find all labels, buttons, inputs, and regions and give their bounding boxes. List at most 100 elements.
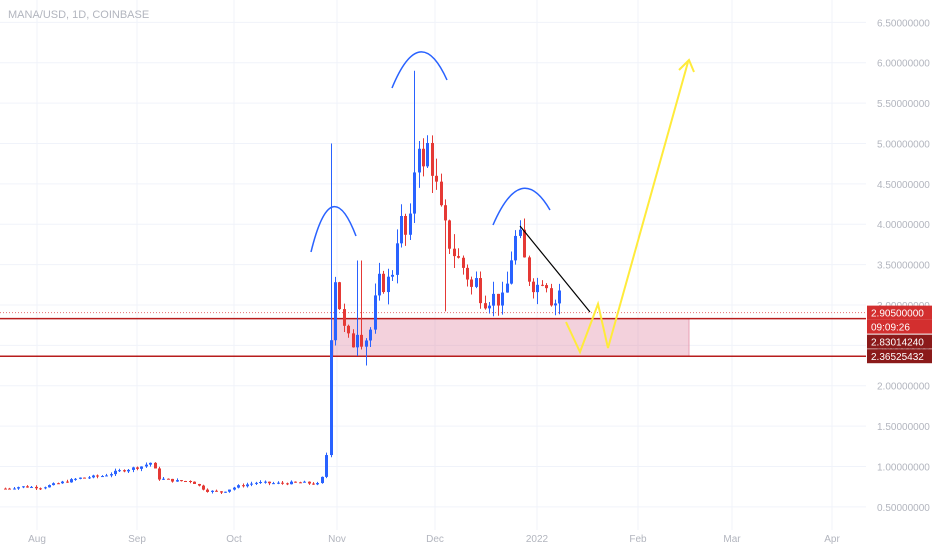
candle-body (268, 481, 271, 484)
candle-body (132, 467, 135, 470)
candle-body (189, 481, 192, 483)
candle-body (61, 481, 64, 484)
candle-body (286, 483, 289, 485)
price-axis[interactable]: 0.50000000 1.00000000 1.50000000 2.00000000… (877, 18, 930, 514)
candle-body (448, 220, 451, 249)
candle-body (88, 477, 91, 479)
candle-body (369, 329, 372, 341)
candle-body (312, 483, 315, 485)
candle-body (145, 464, 148, 467)
projection-arrowhead (678, 58, 695, 73)
time-axis[interactable]: Aug Sep Oct Nov Dec 2022 Feb Mar Apr (28, 534, 840, 545)
candle-body (101, 476, 104, 478)
candle-body (206, 489, 209, 492)
candle-body (523, 229, 526, 258)
candle-body (74, 478, 77, 480)
price-axis-labels: 2.90500000 09:09:26 2.83014240 2.36525432 (867, 305, 932, 364)
candle-body (96, 475, 99, 477)
candle-body (334, 282, 337, 341)
y-tick-label: 6.50000000 (877, 18, 930, 29)
candle-body (105, 475, 108, 477)
candle-body (114, 470, 117, 475)
x-tick-label: 2022 (526, 534, 549, 545)
x-tick-label: Mar (723, 534, 741, 545)
candle-body (360, 334, 363, 347)
candle-body (264, 481, 267, 483)
candle-body (545, 285, 548, 289)
candle-body (457, 256, 460, 258)
candle-body (519, 229, 522, 236)
y-tick-label: 2.00000000 (877, 382, 930, 393)
candle-body (404, 215, 407, 235)
candle-body (470, 279, 473, 287)
price-label-text: 2.90500000 (871, 309, 924, 320)
candle-body (321, 476, 324, 484)
candle-body (532, 281, 535, 293)
candle-body (127, 469, 130, 472)
candle-body (484, 303, 487, 309)
y-tick-label: 0.50000000 (877, 503, 930, 514)
price-label-box (867, 319, 932, 334)
candle-body (488, 305, 491, 309)
candle-body (558, 290, 561, 304)
candle-body (382, 273, 385, 293)
support-zone (332, 318, 690, 357)
candle-body (167, 478, 170, 480)
candle-body (123, 470, 126, 472)
candle-body (215, 490, 218, 492)
candle-body (387, 276, 390, 293)
grid-lines (0, 0, 866, 530)
x-tick-label: Sep (128, 534, 146, 545)
candle-body (303, 481, 306, 483)
right-shoulder-arc (492, 187, 551, 226)
x-tick-label: Feb (629, 534, 647, 545)
candle-body (396, 243, 399, 275)
chart-drawings (310, 51, 695, 355)
candle-body (158, 468, 161, 480)
candle-body (347, 325, 350, 334)
candle-body (352, 333, 355, 348)
candle-body (154, 462, 157, 469)
x-tick-label: Dec (426, 534, 444, 545)
candle-body (299, 482, 302, 484)
candle-body (418, 148, 421, 173)
candle-body (118, 470, 121, 472)
candle-body (330, 340, 333, 456)
candle-body (193, 481, 196, 484)
candle-body (83, 477, 86, 479)
price-label-box (867, 334, 932, 349)
candle-body (413, 172, 416, 214)
candle-body (431, 142, 434, 176)
candle-body (462, 257, 465, 268)
candle-body (237, 485, 240, 488)
candle-body (13, 488, 16, 490)
x-tick-label: Oct (226, 534, 242, 545)
x-tick-label: Nov (328, 534, 346, 545)
candle-body (308, 481, 311, 484)
candle-body (4, 488, 7, 490)
candle-body (343, 309, 346, 326)
candle-body (325, 455, 328, 477)
price-projection (565, 61, 689, 355)
candle-body (92, 475, 95, 478)
candle-body (554, 303, 557, 306)
candle-body (541, 284, 544, 286)
candle-body (211, 490, 214, 492)
candle-body (497, 293, 500, 306)
price-label-box (867, 305, 932, 320)
candle-body (224, 491, 227, 493)
candle-body (506, 283, 509, 293)
y-tick-label: 3.50000000 (877, 261, 930, 272)
y-tick-label: 4.50000000 (877, 180, 930, 191)
y-tick-label: 1.00000000 (877, 462, 930, 473)
price-label-text: 2.83014240 (871, 338, 924, 349)
candle-body (475, 278, 478, 287)
symbol-label: MANA/USD, 1D, COINBASE (8, 9, 149, 21)
candle-body (8, 488, 11, 490)
left-shoulder-arc (310, 205, 357, 253)
price-label-box (867, 349, 932, 364)
candle-body (514, 235, 517, 261)
candle-body (184, 481, 187, 483)
candle-body (17, 487, 20, 489)
